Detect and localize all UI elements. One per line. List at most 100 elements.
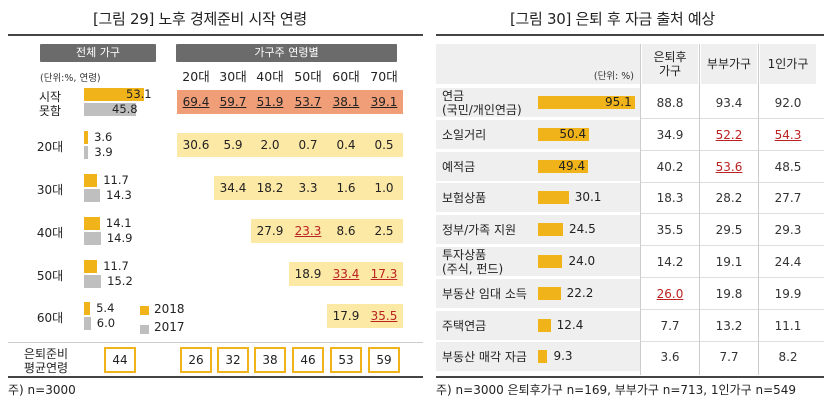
age-cell: 0.7 [289,133,327,157]
table-cell-value: 7.7 [660,318,680,333]
table-cell: 40.2 [642,160,698,174]
total-households-header: 전체 가구 [40,44,156,62]
figure-29-unit: (단위:%, 연령) [40,73,101,84]
legend-2018-swatch [140,306,149,315]
table-cell-value: 13.2 [715,318,743,333]
value-bar [538,318,551,332]
age-col-20대: 20대 [182,69,210,84]
figure-29-top-rule [8,34,423,36]
age-cell: 1.6 [327,176,365,200]
row-label: 20대 [36,140,64,154]
bar-value: 9.3 [553,349,573,364]
age-cell-value: 69.4 [182,95,210,109]
table-cell: 19.8 [701,287,757,301]
table-cell: 13.2 [701,319,757,333]
age-cell-value: 38.1 [332,95,360,109]
age-cell-value: 2.5 [374,224,394,238]
value-bar [538,96,635,109]
row-label: 부동산 매각 자금 [442,350,527,365]
table-cell: 93.4 [701,96,757,110]
age-cell-value: 18.9 [294,267,322,281]
age-cell: 18.2 [251,176,289,200]
table-cell-value: 29.5 [715,223,743,238]
table-cell-value: 19.1 [715,255,743,269]
bar-2017-value: 45.8 [112,102,138,116]
bar-2018 [84,174,98,187]
bar-2018-value: 53.1 [126,87,152,101]
value-bar [538,223,563,237]
row-label: 부동산 임대 소득 [442,286,527,301]
bar-2017 [84,189,101,202]
legend-2018-label: 2018 [154,302,185,316]
row-label: 연금 (국민/개인연금) [442,89,522,117]
table-cell: 7.7 [642,319,698,333]
bar-2018 [84,217,100,230]
age-cell-value: 53.7 [294,95,322,109]
bar-2018-value: 3.6 [94,130,113,144]
bar-2018-value: 11.7 [103,173,129,187]
row-divider [640,308,824,310]
bar-2018-value: 11.7 [103,259,129,273]
table-cell-value: 27.7 [774,191,802,206]
age-cell-value: 5.9 [223,138,243,152]
figure-29-note: 주) n=3000 [8,383,76,397]
table-cell: 34.9 [642,128,698,142]
age-cell: 18.9 [289,262,327,286]
column-header: 1인가구 [760,44,816,84]
age-cell: 3.3 [289,176,327,200]
table-cell: 48.5 [760,160,816,174]
age-cell-value: 39.1 [370,95,398,109]
avg-age-total: 44 [104,347,136,373]
row-label: 시작 못함 [38,90,62,118]
bar-value: 49.4 [558,158,586,173]
age-cell: 0.5 [365,133,403,157]
row-label: 60대 [36,311,64,325]
age-cell-value: 2.0 [260,138,280,152]
bar-2017 [84,232,101,245]
table-cell: 27.7 [760,191,816,205]
bar-value: 30.1 [574,190,602,205]
bar-2018 [84,88,144,101]
bar-2017 [84,317,91,330]
age-cell: 39.1 [365,90,403,114]
avg-age-box: 53 [330,347,362,373]
age-cell: 33.4 [327,262,365,286]
bar-2017 [84,103,136,116]
table-cell-value: 88.8 [656,96,684,110]
age-cell-value: 1.0 [374,181,394,195]
row-divider [640,245,824,247]
table-cell: 14.2 [642,255,698,269]
age-cell: 34.4 [214,176,252,200]
table-cell-value: 3.6 [660,350,680,365]
age-col-70대: 70대 [370,69,398,84]
value-bar [538,350,548,364]
row-label: 보험상품 [442,191,487,206]
table-cell: 7.7 [701,350,757,364]
age-cell-value: 17.9 [332,309,360,323]
age-cell: 17.9 [327,304,365,328]
bar-2018 [84,302,91,315]
age-cell-value: 18.2 [256,181,284,195]
age-cell-value: 51.9 [256,95,284,109]
bar-2017 [84,146,89,159]
legend-2017-swatch [140,325,149,334]
bar-2018-value: 5.4 [96,301,115,315]
figure-29-title: [그림 29] 노후 경제준비 시작 연령 [93,10,307,28]
bar-2017-value: 3.9 [94,145,113,159]
age-col-40대: 40대 [256,69,284,84]
age-cell: 1.0 [365,176,403,200]
age-cell-value: 34.4 [219,181,247,195]
figure-29-bottom-rule [8,376,423,378]
table-cell-value: 18.3 [656,191,684,206]
avg-separator [8,342,423,343]
table-cell-value: 19.8 [715,286,743,301]
age-cell-value: 0.7 [298,138,318,152]
row-label: 주택연금 [442,318,487,333]
age-cell-value: 59.7 [219,95,247,109]
bar-value: 24.0 [568,254,596,268]
avg-age-box: 38 [254,347,286,373]
row-divider [640,149,824,151]
value-bar [538,255,563,268]
table-cell-value: 26.0 [656,286,684,301]
row-label: 예적금 [442,159,476,174]
